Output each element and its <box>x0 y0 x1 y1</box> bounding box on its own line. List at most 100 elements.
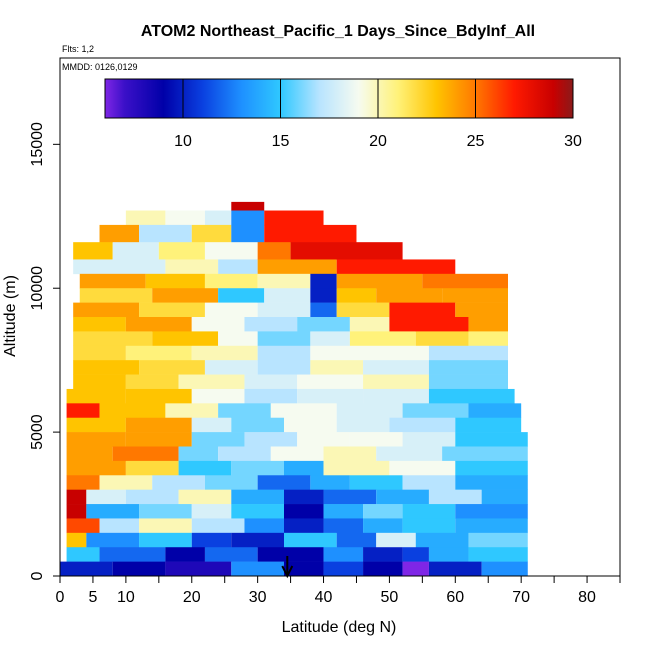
heatmap-cell <box>363 374 429 390</box>
heatmap-cell <box>284 532 337 548</box>
heatmap-cell <box>297 388 364 404</box>
heatmap-cell <box>336 259 456 275</box>
heatmap-cell <box>218 403 271 419</box>
x-tick-label: 70 <box>512 589 530 606</box>
heatmap-cell <box>455 504 528 519</box>
y-tick-label: 15000 <box>29 122 46 167</box>
heatmap-cell <box>363 561 403 577</box>
heatmap-cell <box>257 273 311 289</box>
heatmap-cell <box>152 475 205 490</box>
heatmap-cell <box>257 475 311 490</box>
heatmap-cell <box>349 331 416 347</box>
heatmap-cell <box>297 432 350 447</box>
heatmap-cell <box>191 388 245 404</box>
heatmap-cell <box>73 360 140 375</box>
heatmap-cell <box>86 489 126 505</box>
heatmap-cell <box>125 388 192 404</box>
heatmap-cell <box>231 210 265 226</box>
heatmap-cell <box>363 345 429 361</box>
plot-frame <box>59 57 621 577</box>
heatmap-cell <box>363 547 403 562</box>
heatmap-cell <box>152 331 219 347</box>
x-tick-label: 20 <box>183 589 201 606</box>
heatmap-cell <box>231 532 284 548</box>
heatmap-cell <box>66 518 100 534</box>
heatmap-cell <box>402 504 456 519</box>
heatmap-cell <box>125 210 166 226</box>
heatmap-cell <box>264 210 324 226</box>
heatmap-cell <box>257 242 291 260</box>
heatmap-cell <box>455 518 528 534</box>
heatmap-cell <box>73 242 113 260</box>
latitude-marker-arrow <box>281 556 294 579</box>
heatmap-cell <box>112 242 159 260</box>
heatmap-cell <box>323 446 377 462</box>
x-tick-label: 60 <box>446 589 464 606</box>
heatmap-cell <box>455 302 508 318</box>
heatmap-cell <box>178 460 232 476</box>
heatmap-cell <box>284 518 324 534</box>
heatmap-cell <box>139 504 192 519</box>
x-tick-label: 30 <box>249 589 267 606</box>
y-axis: 0 5000 10000 15000 <box>29 122 60 580</box>
heatmap-cell <box>310 360 364 375</box>
heatmap-cell <box>336 288 377 303</box>
heatmap-cell <box>165 259 219 275</box>
colorbar-ticks: 10 15 20 25 30 <box>174 79 582 150</box>
heatmap-cell <box>323 561 364 577</box>
heatmap-cell <box>442 288 508 303</box>
heatmap-cell <box>389 460 456 476</box>
x-tick-label: 40 <box>315 589 333 606</box>
heatmap-cell <box>336 403 403 419</box>
heatmap-cell <box>376 532 416 548</box>
heatmap-cell <box>310 475 350 490</box>
heatmap-cell <box>178 374 245 390</box>
heatmap-cell <box>422 273 508 289</box>
heatmap-cell <box>99 518 140 534</box>
heatmap-cell <box>125 432 192 447</box>
chart-title: ATOM2 Northeast_Pacific_1 Days_Since_Bdy… <box>141 23 535 40</box>
heatmap-cell <box>336 532 377 548</box>
heatmap-cell <box>336 417 390 433</box>
colorbar-tick-label: 10 <box>174 133 192 150</box>
heatmap-cell <box>310 331 350 347</box>
heatmap-cell <box>402 518 456 534</box>
heatmap-cell <box>310 288 337 303</box>
heatmap-cell <box>73 302 140 318</box>
heatmap-cell <box>231 224 265 243</box>
heatmap-cell <box>349 475 403 490</box>
heatmap-cell <box>218 288 265 303</box>
heatmap-cell <box>139 518 192 534</box>
heatmap-cell <box>218 259 258 275</box>
arrow-head <box>281 565 294 579</box>
heatmap-cell <box>428 388 515 404</box>
heatmap-cell <box>191 417 232 433</box>
heatmap-cell <box>178 489 232 505</box>
heatmap-cell <box>244 388 298 404</box>
heatmap-cell <box>468 547 528 562</box>
heatmap-cell <box>376 446 443 462</box>
heatmap-cell <box>257 360 311 375</box>
heatmap-cell <box>231 201 265 211</box>
heatmap-cell <box>257 259 337 275</box>
heatmap-cell <box>66 460 126 476</box>
heatmap-cell <box>336 273 423 289</box>
y-tick-label: 10000 <box>29 266 46 311</box>
heatmap-cell <box>66 489 87 505</box>
heatmap-cell <box>99 224 140 243</box>
heatmap-cell <box>284 504 324 519</box>
heatmap-cell <box>99 547 166 562</box>
heatmap-cell <box>244 518 284 534</box>
heatmap-cell <box>112 446 179 462</box>
heatmap-cell <box>204 302 258 318</box>
heatmap-cell <box>66 475 100 490</box>
x-tick-label: 5 <box>88 589 97 606</box>
heatmap-cell <box>73 331 153 347</box>
heatmap-cell <box>257 331 311 347</box>
heatmap-cell <box>428 489 482 505</box>
heatmap-cell <box>257 345 311 361</box>
heatmap-cell <box>139 360 205 375</box>
heatmap-cell <box>270 403 337 419</box>
heatmap-cell <box>66 504 87 519</box>
heatmap-cell <box>323 504 364 519</box>
